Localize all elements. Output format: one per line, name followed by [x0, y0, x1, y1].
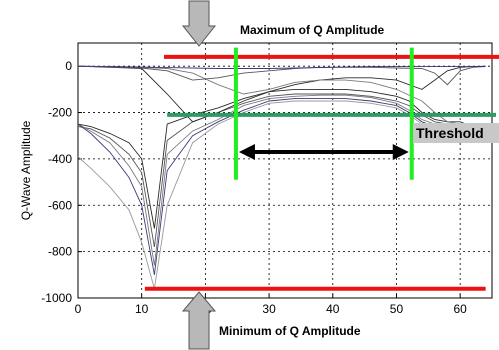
series-line: [78, 65, 486, 130]
x-tick-label: 30: [262, 302, 276, 316]
x-tick-label: 0: [75, 302, 82, 316]
y-tick-label: -600: [48, 198, 72, 212]
series-line: [78, 88, 486, 229]
x-tick-label: 40: [326, 302, 340, 316]
duration-arrow-left-head: [238, 143, 255, 160]
y-tick-label: 0: [65, 59, 72, 73]
x-tick-label: 60: [453, 302, 467, 316]
maximum-label: Maximum of Q Amplitude: [240, 23, 385, 37]
y-tick-label: -200: [48, 106, 72, 120]
y-axis-title: Q-Wave Amplitude: [19, 120, 33, 220]
duration-arrow-right-head: [392, 143, 409, 160]
x-tick-label: 10: [135, 302, 149, 316]
x-tick-label: 50: [390, 302, 404, 316]
y-tick-label: -400: [48, 152, 72, 166]
series-line: [78, 93, 486, 248]
minimum-pointer-arrow: [181, 291, 217, 350]
y-tick-label: -800: [48, 245, 72, 259]
threshold-label: Threshold: [416, 125, 484, 141]
maximum-pointer-arrow: [181, 0, 217, 47]
y-tick-label: -1000: [41, 291, 72, 305]
minimum-label: Minimum of Q Amplitude: [219, 324, 361, 338]
series-line: [78, 65, 486, 69]
threshold-label-box: [413, 123, 499, 143]
